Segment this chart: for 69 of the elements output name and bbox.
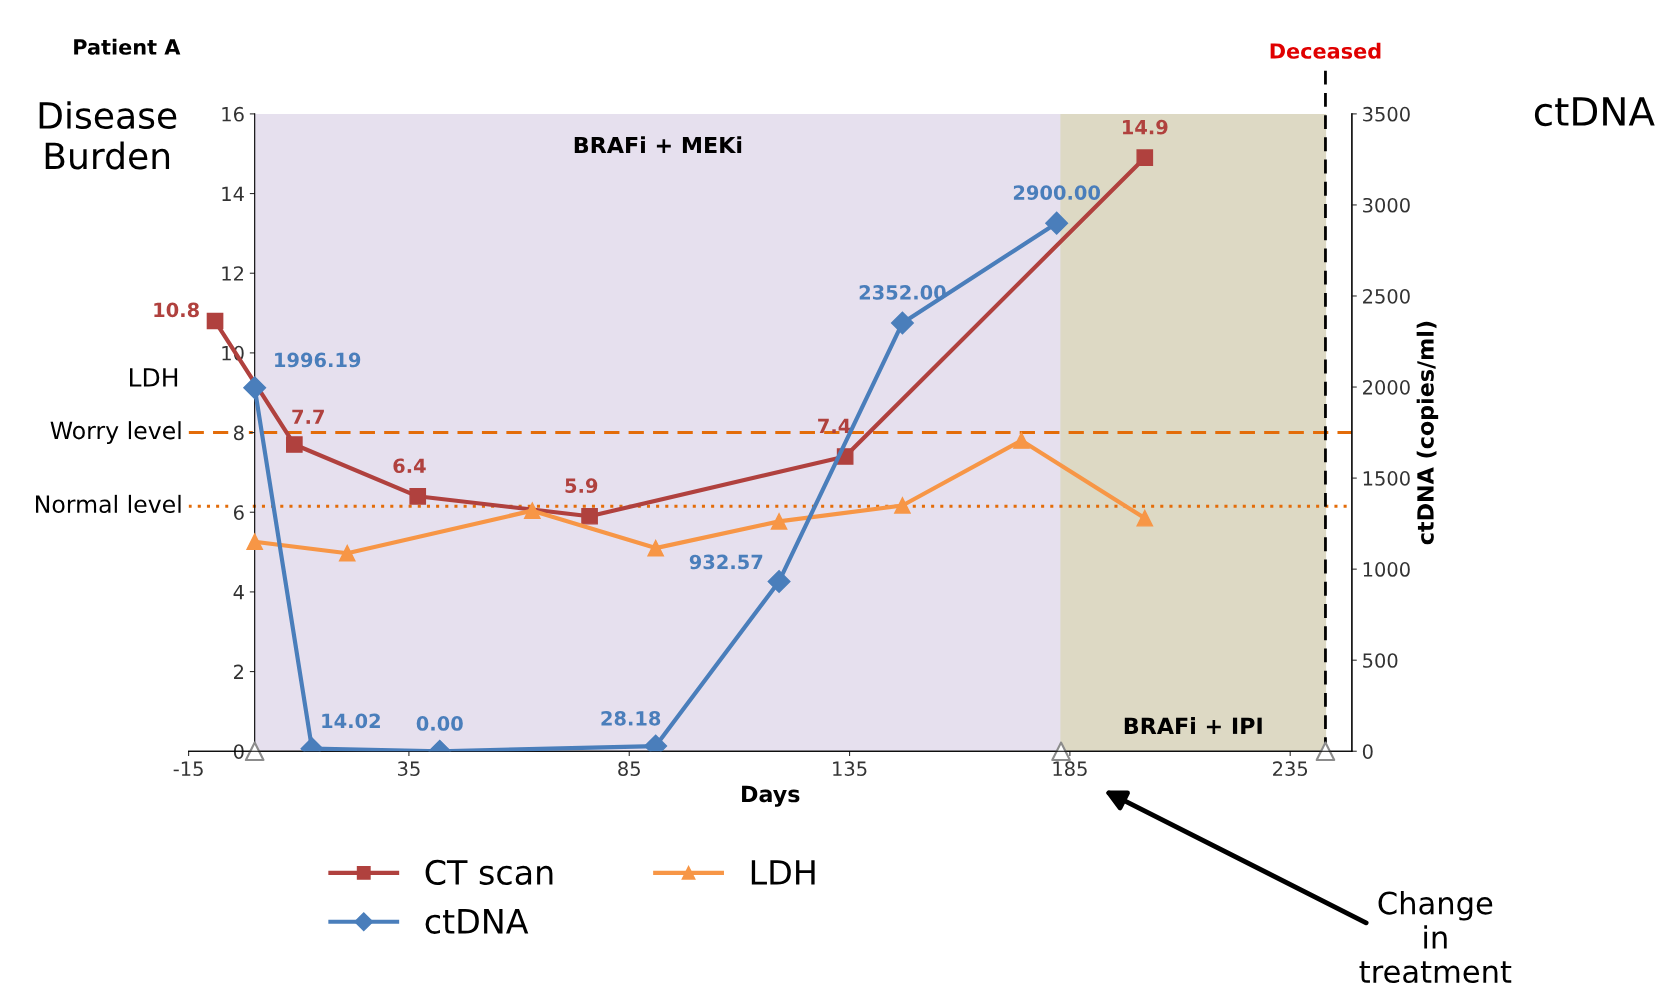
x-tick-label: 135 <box>833 761 867 777</box>
y-axis-title: Disease Burden <box>39 101 177 170</box>
text: Change in treatment <box>1359 891 1512 984</box>
ref-line-label: Normal level <box>36 494 181 514</box>
y-tick-label: 12 <box>222 266 244 281</box>
point <box>243 376 267 400</box>
y2-tick-label: 1500 <box>1363 471 1410 486</box>
y2-tick-label: 2500 <box>1363 288 1410 304</box>
point <box>647 539 665 557</box>
ref-line-label: Worry level <box>50 421 181 444</box>
point <box>338 544 356 562</box>
x-tick-label: 235 <box>1273 761 1308 777</box>
y-tick-label: 2 <box>234 664 244 679</box>
y2-axis-title: ctDNA (copies/ml) <box>1416 321 1439 545</box>
point <box>244 741 265 762</box>
band-label: BRAFi + IPI <box>1124 716 1262 734</box>
point <box>890 311 914 335</box>
point <box>1013 432 1030 449</box>
x-tick-label: 185 <box>1053 761 1087 777</box>
y2-tick-label: 1000 <box>1363 562 1410 577</box>
data-label: 7.7 <box>292 409 324 424</box>
y2-tick-label: 500 <box>1363 653 1398 668</box>
text: LDH <box>130 368 178 387</box>
legend-label: CT scan <box>425 859 553 885</box>
y-tick-label: 6 <box>233 505 244 520</box>
point <box>1136 509 1154 527</box>
y2-tick-label: 0 <box>1362 744 1373 759</box>
y2-tick-label: 2000 <box>1363 380 1410 395</box>
point <box>1136 149 1154 167</box>
chart-title: Patient A <box>74 38 181 55</box>
x-tick-label: 85 <box>618 761 640 777</box>
data-label: 932.57 <box>689 554 763 570</box>
point <box>1051 741 1071 762</box>
x-tick-label: 35 <box>398 761 420 777</box>
x-axis-title: Days <box>742 785 800 807</box>
data-label: 14.02 <box>322 713 380 729</box>
data-label: 7.4 <box>818 418 851 433</box>
x-tick-label: -15 <box>173 761 203 777</box>
point <box>409 487 427 505</box>
ref-line-label: Deceased <box>1270 42 1381 59</box>
point <box>770 513 788 530</box>
data-label: 2900.00 <box>1013 185 1101 200</box>
legend-label: LDH <box>751 860 815 885</box>
y2-tick-label: 3000 <box>1363 197 1410 213</box>
data-label: 6.4 <box>393 458 426 474</box>
point <box>286 436 303 453</box>
y2-tick-label: 3500 <box>1363 106 1410 122</box>
text: ctDNA <box>1534 97 1655 127</box>
point <box>581 507 598 525</box>
point <box>246 533 264 551</box>
y-tick-label: 16 <box>222 106 244 122</box>
data-label: 0.00 <box>416 716 463 731</box>
data-label: 10.8 <box>154 302 199 318</box>
data-label: 14.9 <box>1123 119 1168 135</box>
point <box>894 497 911 514</box>
y-tick-label: 14 <box>222 186 244 201</box>
point <box>1045 211 1069 235</box>
data-label: 1996.19 <box>275 352 361 368</box>
y-tick-label: 8 <box>233 425 244 441</box>
data-label: 28.18 <box>601 710 661 726</box>
point <box>1315 741 1336 762</box>
legend-label: ctDNA <box>425 909 529 934</box>
data-label: 5.9 <box>565 478 598 494</box>
band-label: BRAFi + MEKi <box>574 136 742 154</box>
point <box>767 569 791 593</box>
point <box>206 312 224 330</box>
data-label: 2352.00 <box>859 285 946 300</box>
point <box>523 502 541 519</box>
y-tick-label: 4 <box>233 585 244 600</box>
